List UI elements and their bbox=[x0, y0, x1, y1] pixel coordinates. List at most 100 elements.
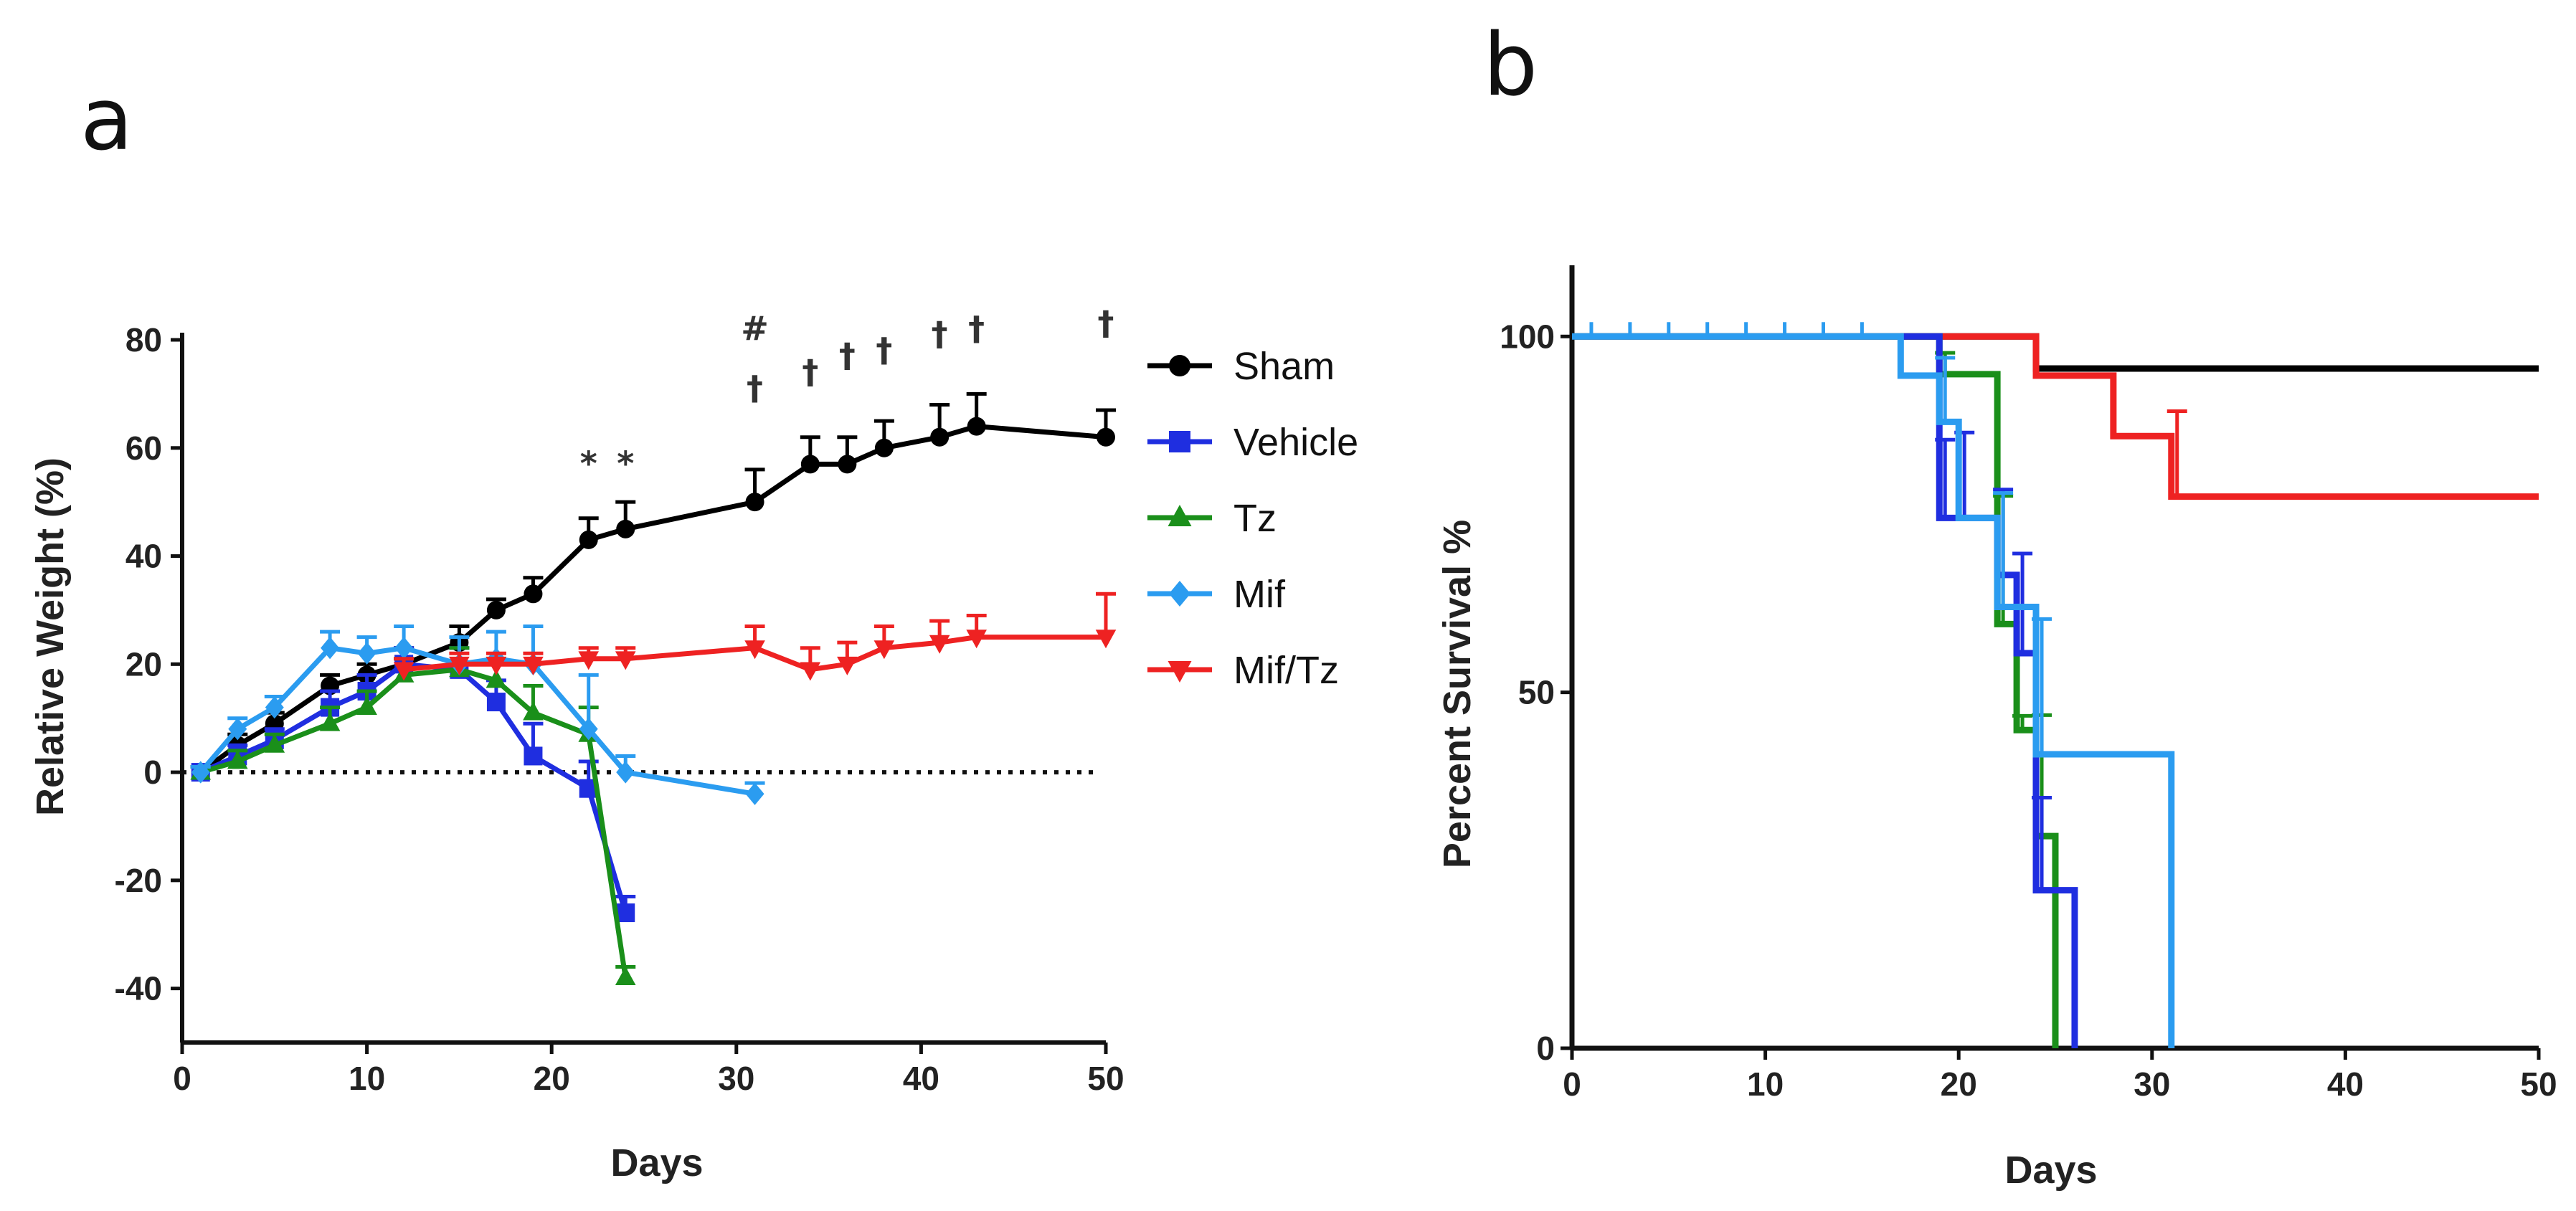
chart-a-series bbox=[190, 391, 1117, 985]
chart-a-ylabel: Relative Weight (%) bbox=[29, 457, 72, 816]
chart-a-legend-label: Mif bbox=[1233, 573, 1286, 616]
chart-a-series-mif-tz bbox=[393, 592, 1117, 681]
chart-a-point-sham bbox=[800, 455, 820, 474]
chart-a-legend-label: Sham bbox=[1233, 345, 1335, 388]
chart-a-legend-label: Mif/Tz bbox=[1233, 649, 1339, 692]
chart-b-ylabel: Percent Survival % bbox=[1436, 520, 1479, 868]
chart-a-annotation: † bbox=[1098, 303, 1114, 342]
chart-a: 0 10 20 30 40 50 -40 -20 0 20 40 60 80 * * # † † † † † † † Sh… bbox=[29, 303, 1358, 1184]
chart-a-legend-label: Vehicle bbox=[1233, 421, 1358, 464]
chart-a-x-tick-label: 50 bbox=[1087, 1060, 1124, 1097]
chart-b-censor-ticks bbox=[1589, 322, 1864, 337]
chart-b: 0 10 20 30 40 50 0 50 100 Days Percent Survival … bbox=[1436, 265, 2557, 1192]
chart-a-annotation: † bbox=[876, 331, 892, 369]
chart-a-point-mif-tz bbox=[615, 651, 636, 670]
chart-a-annotation: * bbox=[617, 444, 634, 483]
chart-a-point-tz bbox=[227, 750, 248, 769]
chart-b-x-tick-label: 30 bbox=[2134, 1065, 2170, 1103]
chart-a-annotations: * * # † † † † † † † bbox=[580, 303, 1114, 483]
chart-a-y-tick-label: 20 bbox=[126, 645, 162, 683]
chart-b-x-tick-label: 10 bbox=[1747, 1065, 1784, 1103]
chart-a-point-tz bbox=[523, 701, 544, 721]
chart-a-annotation: # bbox=[741, 309, 769, 348]
chart-a-point-sham bbox=[838, 455, 857, 474]
chart-a-legend-marker bbox=[1168, 505, 1192, 526]
chart-a-point-mif-tz bbox=[578, 651, 600, 670]
chart-a-point-mif-tz bbox=[486, 656, 507, 675]
chart-b-x-tick-label: 0 bbox=[1563, 1065, 1581, 1103]
chart-a-point-mif-tz bbox=[1095, 630, 1117, 649]
chart-a-point-tz bbox=[356, 696, 377, 716]
chart-b-curve-mif-tz bbox=[1900, 333, 2539, 500]
chart-a-y-tick-label: 80 bbox=[126, 321, 162, 358]
chart-a-point-sham bbox=[930, 427, 950, 447]
chart-a-annotation: † bbox=[747, 369, 763, 407]
chart-a-point-mif bbox=[265, 696, 284, 719]
chart-a-point-mif-tz bbox=[744, 640, 765, 660]
chart-a-point-mif-tz bbox=[966, 630, 987, 649]
chart-a-point-tz bbox=[615, 966, 636, 985]
chart-a-point-vehicle bbox=[524, 746, 543, 766]
chart-a-point-sham bbox=[524, 584, 543, 604]
chart-a-legend-item-vehicle: Vehicle bbox=[1147, 421, 1358, 464]
chart-a-y-tick-label: -20 bbox=[115, 862, 162, 899]
chart-a-legend-marker bbox=[1169, 581, 1190, 607]
chart-a-legend-item-mif: Mif bbox=[1147, 573, 1286, 616]
chart-b-series bbox=[1572, 322, 2539, 1048]
chart-a-point-tz bbox=[319, 712, 341, 731]
chart-a-legend-marker bbox=[1169, 355, 1190, 376]
panel-b-letter: b bbox=[1483, 16, 1538, 115]
chart-a-x-tick-label: 40 bbox=[903, 1060, 939, 1097]
chart-a-y-tick-label: 0 bbox=[143, 754, 162, 791]
chart-b-curve-vehicle bbox=[1900, 333, 2078, 1048]
chart-b-x-tick-label: 20 bbox=[1941, 1065, 1977, 1103]
chart-a-y-tick-label: 60 bbox=[126, 429, 162, 467]
chart-a-x-tick-label: 10 bbox=[349, 1060, 385, 1097]
chart-a-point-mif-tz bbox=[523, 656, 544, 675]
chart-a-x-tick-label: 20 bbox=[534, 1060, 570, 1097]
chart-a-annotation: † bbox=[968, 309, 985, 348]
chart-a-x-tick-label: 0 bbox=[173, 1060, 191, 1097]
chart-b-xlabel: Days bbox=[2004, 1149, 2097, 1192]
chart-b-x-tick-label: 50 bbox=[2520, 1065, 2557, 1103]
chart-a-xlabel: Days bbox=[610, 1141, 703, 1184]
chart-a-y-tick-label: 40 bbox=[126, 538, 162, 575]
chart-a-point-vehicle bbox=[486, 693, 506, 712]
chart-a-point-sham bbox=[579, 530, 598, 549]
chart-a-point-tz bbox=[486, 669, 507, 688]
chart-a-axes: 0 10 20 30 40 50 -40 -20 0 20 40 60 80 bbox=[115, 321, 1124, 1097]
chart-a-point-mif-tz bbox=[393, 662, 415, 681]
chart-a-point-mif bbox=[228, 718, 247, 741]
chart-a-point-mif-tz bbox=[800, 662, 821, 681]
chart-a-point-mif bbox=[394, 637, 414, 660]
chart-a-point-mif bbox=[321, 637, 340, 660]
chart-a-legend-item-sham: Sham bbox=[1147, 345, 1335, 388]
chart-b-series-mif-tz bbox=[1900, 333, 2539, 500]
chart-a-legend-marker bbox=[1169, 431, 1190, 452]
chart-a-annotation: † bbox=[932, 315, 948, 353]
panel-a-letter: a bbox=[80, 70, 133, 170]
chart-a-point-mif-tz bbox=[449, 656, 470, 675]
chart-b-y-tick-label: 50 bbox=[1518, 674, 1555, 711]
chart-b-y-tick-label: 0 bbox=[1536, 1030, 1555, 1067]
chart-a-point-mif bbox=[745, 782, 764, 805]
chart-a-point-sham bbox=[1097, 427, 1115, 447]
chart-a-point-mif-tz bbox=[837, 656, 858, 675]
chart-b-series-mif bbox=[1572, 333, 2175, 1048]
chart-a-point-mif bbox=[191, 761, 210, 784]
chart-b-curve-mif bbox=[1572, 333, 2175, 1048]
chart-a-annotation: † bbox=[839, 336, 856, 375]
chart-a-legend-marker bbox=[1168, 661, 1192, 683]
chart-a-point-mif-tz bbox=[873, 640, 895, 660]
chart-b-series-vehicle bbox=[1900, 333, 2078, 1048]
chart-a-point-sham bbox=[967, 417, 986, 436]
chart-a-point-sham bbox=[486, 600, 506, 619]
chart-a-point-mif bbox=[357, 642, 377, 665]
chart-a-point-mif bbox=[579, 718, 598, 741]
chart-a-x-tick-label: 30 bbox=[718, 1060, 754, 1097]
chart-a-point-sham bbox=[616, 519, 635, 538]
chart-a-legend: Sham Vehicle Tz Mif Mif/Tz bbox=[1147, 345, 1358, 692]
chart-a-legend-item-tz: Tz bbox=[1147, 497, 1277, 540]
